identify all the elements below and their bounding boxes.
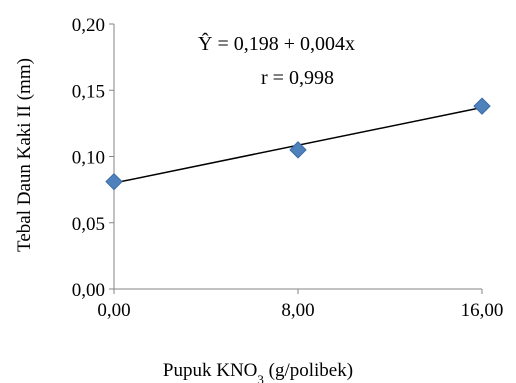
x-axis-title-main: Pupuk KNO: [163, 360, 257, 381]
x-tick-label: 8,00: [281, 300, 314, 321]
regression-equation: Ŷ = 0,198 + 0,004x: [198, 32, 355, 55]
y-ticks: 0,00 0,05 0,10 0,15 0,20: [72, 15, 114, 301]
data-point-marker: [105, 172, 123, 191]
y-tick-label: 0,15: [72, 81, 105, 102]
x-tick-label: 16,00: [461, 300, 504, 321]
correlation-coefficient: r = 0,998: [261, 67, 334, 89]
y-hat-symbol: Ŷ: [198, 32, 212, 55]
y-tick-label: 0,00: [72, 280, 105, 301]
y-axis-title: Tebal Daun Kaki II (mm): [14, 58, 35, 252]
data-points: [105, 97, 491, 191]
y-tick-label: 0,05: [72, 214, 105, 235]
x-tick-label: 0,00: [97, 300, 130, 321]
equation-body: = 0,198 + 0,004x: [212, 33, 355, 55]
data-point-marker: [473, 97, 491, 115]
x-axis-title: Pupuk KNO3 (g/polibek): [163, 360, 353, 383]
y-tick-label: 0,20: [72, 15, 105, 36]
x-axis-title-unit: (g/polibek): [264, 360, 353, 381]
x-axis-title-subscript: 3: [257, 372, 264, 383]
data-point-marker: [289, 141, 307, 159]
y-tick-label: 0,10: [72, 148, 105, 169]
x-ticks: 0,00 8,00 16,00: [97, 289, 503, 321]
